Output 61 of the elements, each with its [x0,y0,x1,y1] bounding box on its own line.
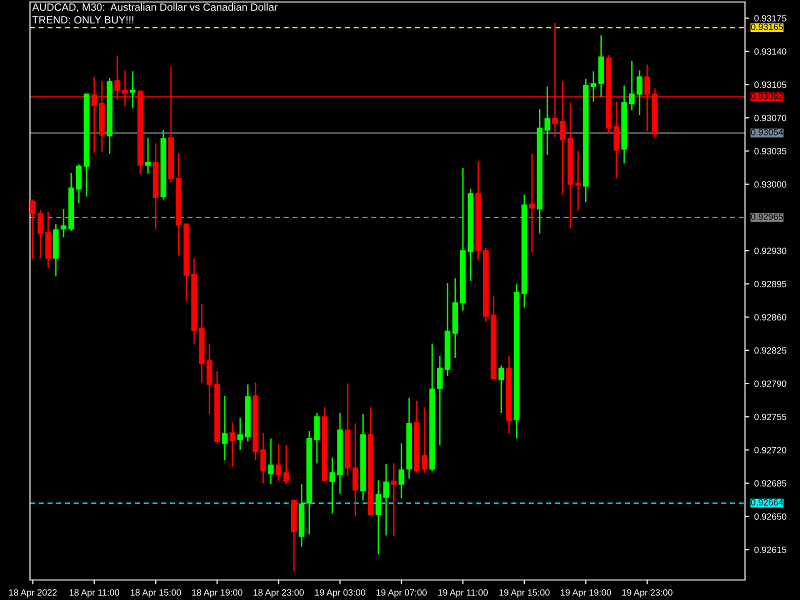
y-tick-label: 0.92720 [754,446,786,454]
candlestick [544,86,550,156]
x-tick-label: 19 Apr 11:00 [438,589,488,598]
x-tick-label: 18 Apr 2022 [9,589,57,598]
x-tick-label: 19 Apr 03:00 [315,589,366,598]
y-tick-label: 0.92755 [754,414,786,420]
candlestick [222,395,228,462]
y-tick-label: 0.93070 [754,114,786,122]
y-tick-label: 0.92615 [754,546,786,553]
ref-line-label: 0.92664 [751,499,784,506]
x-tick-label: 19 Apr 15:00 [499,589,550,598]
y-tick-label: 0.92685 [754,480,786,487]
x-tick-label: 18 Apr 11:00 [70,589,120,598]
y-tick-label: 0.92790 [754,380,786,387]
candlestick [398,442,404,500]
x-tick-label: 19 Apr 23:00 [622,589,672,598]
y-tick-label: 0.93140 [754,48,786,55]
y-tick-label: 0.93175 [754,15,786,22]
candlestick [206,342,212,415]
y-tick-label: 0.92895 [754,280,786,288]
candlestick [329,456,336,514]
candlestick [283,444,290,485]
x-tick-label: 19 Apr 07:00 [376,589,427,598]
y-tick-label: 0.93105 [754,82,786,88]
candlestick [352,422,358,518]
candlestick [38,209,44,259]
ref-line-label: 0.93092 [751,92,783,100]
y-tick-label: 0.93035 [754,148,786,154]
candlestick [60,208,66,238]
candlestick [498,364,504,414]
candlestick [30,198,36,260]
x-tick-label: 18 Apr 19:00 [192,589,242,598]
x-tick-label: 18 Apr 23:00 [254,589,304,598]
ref-line-label: 0.93054 [751,129,784,136]
candlestick [390,462,397,538]
candlestick [237,417,244,451]
y-tick-label: 0.92930 [754,248,786,254]
candlestick [436,355,443,446]
candlestick [314,412,320,464]
candlestick [130,70,136,109]
ref-line-label: 0.93165 [751,24,783,30]
candlestick [276,444,282,482]
ref-line-label: 0.92965 [751,213,783,220]
annotation: TREND: ONLY BUY!!! [32,16,134,24]
candlestick [268,438,274,485]
y-tick-label: 0.92860 [754,314,786,320]
candlestick [628,60,635,111]
x-tick-label: 19 Apr 19:00 [560,589,612,598]
chart-title: AUDCAD, M30: Australian Dollar vs Canadian Dollar [32,3,278,12]
y-tick-label: 0.93000 [754,181,786,188]
candlestick [230,422,236,468]
y-tick-label: 0.92650 [754,513,786,520]
candlestick [614,100,620,180]
x-tick-label: 18 Apr 15:00 [130,589,181,598]
candlestick [636,70,642,116]
candlestick [145,137,151,174]
y-tick-label: 0.92825 [754,347,786,354]
candlestick [529,153,535,254]
candlestick [260,432,266,484]
candlestick [590,70,596,102]
candlestick [422,406,428,474]
